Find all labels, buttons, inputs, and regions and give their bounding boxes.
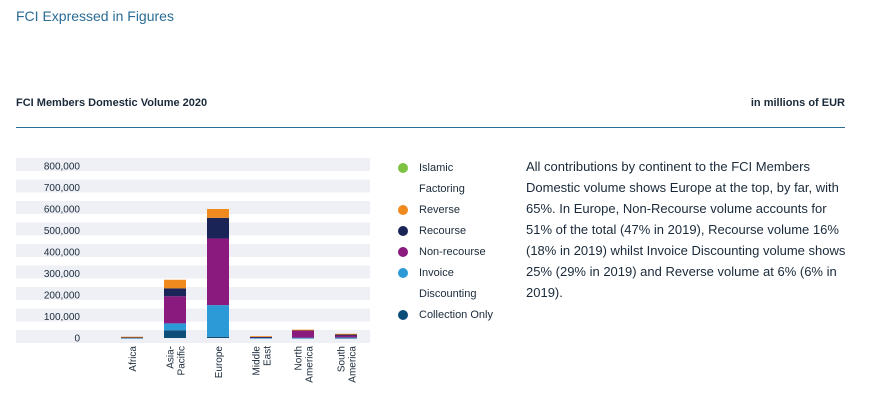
bar-segment	[335, 337, 357, 339]
bar-segment	[164, 279, 186, 289]
chart-legend: Islamic Factoring Reverse Recourse Non-recou…	[398, 158, 518, 326]
x-tick-label-line: East	[263, 346, 274, 366]
chart-description: All contributions by continent to the FC…	[526, 159, 846, 300]
bar-segment	[164, 296, 186, 324]
bar-segment	[335, 333, 357, 335]
bar-segment	[121, 337, 143, 339]
bar-segment	[292, 337, 314, 339]
x-tick-label: Europe	[214, 346, 225, 379]
y-tick-label: 600,000	[44, 205, 81, 216]
bar-segment	[121, 337, 143, 338]
x-tick-label-line: Pacific	[177, 346, 188, 375]
bar-segment	[250, 336, 272, 338]
bar-chart: 0 100,000 200,000 300,000 400,000 500,000 600,…	[16, 158, 370, 383]
grid-band	[16, 330, 370, 343]
bar-segment	[207, 217, 229, 239]
grid-band	[16, 244, 370, 257]
legend-swatch	[398, 268, 408, 278]
legend-swatch	[398, 310, 408, 320]
bar-segment	[207, 336, 229, 338]
legend-item: Recourse	[398, 221, 518, 242]
x-tick-label-line: Africa	[128, 346, 139, 372]
y-tick-label: 100,000	[44, 312, 81, 323]
legend-swatch	[398, 163, 408, 173]
legend-item: Reverse	[398, 200, 518, 221]
grid-band	[16, 308, 370, 322]
x-tick-label-line: America	[305, 346, 316, 383]
legend-label: Non-recourse	[419, 246, 486, 258]
legend-label: Discounting	[419, 288, 477, 300]
grid-band	[16, 287, 370, 300]
legend-item: Invoice Discounting	[398, 263, 518, 305]
bar-segment	[335, 334, 357, 336]
legend-label: Collection Only	[419, 309, 493, 321]
y-tick-label: 800,000	[44, 162, 81, 173]
page-header: FCI Expressed in Figures	[16, 8, 174, 24]
x-tick-label: Africa	[128, 346, 139, 372]
bar-segment	[292, 330, 314, 338]
y-tick-label: 0	[74, 334, 80, 345]
y-tick-label: 500,000	[44, 226, 81, 237]
bar-segment	[164, 330, 186, 338]
bar-segment	[250, 337, 272, 339]
legend-item: Collection Only	[398, 305, 518, 326]
bar-segment	[207, 209, 229, 218]
bar-segment	[292, 329, 314, 331]
bar-segment	[121, 336, 143, 338]
grid-band	[16, 201, 370, 214]
legend-swatch	[398, 226, 408, 236]
grid-band	[16, 179, 370, 193]
legend-label: Reverse	[419, 204, 460, 216]
x-tick-label-line: Europe	[214, 346, 225, 379]
x-tick-label-line: North	[294, 346, 305, 370]
bar-segment	[207, 238, 229, 306]
legend-swatch	[398, 247, 408, 257]
x-tick-label-line: America	[348, 346, 359, 383]
y-tick-label: 300,000	[44, 269, 81, 280]
bar-segment	[250, 336, 272, 337]
grid-band	[16, 222, 370, 236]
x-tick-label-line: Middle	[252, 346, 263, 376]
bar-segment	[164, 288, 186, 297]
legend-label: Invoice	[419, 267, 454, 279]
legend-swatch	[398, 205, 408, 215]
bar-segment	[207, 305, 229, 337]
legend-item: Non-recourse	[398, 242, 518, 263]
grid-band	[16, 265, 370, 279]
unit-label: in millions of EUR	[750, 97, 845, 109]
legend-label: Recourse	[419, 225, 467, 237]
x-tick-label: North America	[294, 346, 316, 383]
title-divider	[16, 127, 845, 128]
y-tick-label: 700,000	[44, 183, 81, 194]
x-tick-label: Asia- Pacific	[166, 346, 188, 375]
x-tick-label: South America	[337, 346, 359, 383]
y-tick-label: 400,000	[44, 248, 81, 259]
bar-segment	[335, 335, 357, 338]
legend-item: Islamic Factoring	[398, 158, 518, 200]
y-tick-label: 200,000	[44, 291, 81, 302]
bar-segment	[164, 323, 186, 331]
legend-label: Factoring	[419, 183, 465, 195]
x-tick-label: Middle East	[252, 346, 274, 376]
x-tick-label-line: Asia-	[166, 346, 177, 369]
grid-band	[16, 158, 370, 171]
legend-label: Islamic	[419, 162, 454, 174]
chart-title: FCI Members Domestic Volume 2020	[16, 97, 208, 109]
x-tick-label-line: South	[337, 346, 348, 372]
